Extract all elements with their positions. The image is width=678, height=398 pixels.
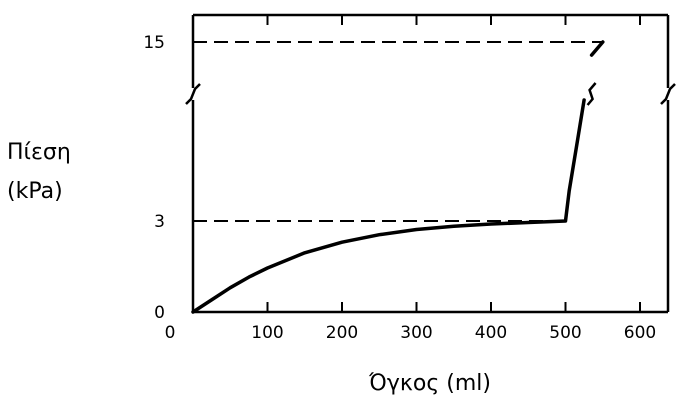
tick-labels: 0 100 200 300 400 500 600 0 3 15 [143, 33, 656, 343]
x-tick-label: 300 [400, 323, 432, 343]
y-tick-label: 3 [154, 212, 165, 232]
x-tick-label: 100 [251, 323, 283, 343]
x-tick-label: 500 [549, 323, 581, 343]
x-tick-label: 200 [326, 323, 358, 343]
x-axis-label: Όγκος (ml) [368, 371, 491, 396]
pressure-volume-curve-upper [589, 40, 605, 57]
y-axis-label-line2: (kPa) [7, 179, 63, 204]
pressure-volume-curve-lower [191, 98, 586, 314]
x-tick-label: 400 [475, 323, 507, 343]
plot-frame [185, 13, 676, 314]
y-tick-label: 15 [143, 33, 165, 53]
y-axis-break-right [660, 83, 676, 105]
y-axis-label-line1: Πίεση [7, 140, 71, 165]
y-tick-label: 0 [154, 303, 165, 323]
y-axis-break-left [185, 83, 201, 105]
reference-lines [193, 41, 603, 222]
x-tick-label: 0 [165, 323, 176, 343]
curve-break-mark [586, 82, 597, 106]
x-tick-label: 600 [624, 323, 656, 343]
data-series [191, 40, 605, 314]
